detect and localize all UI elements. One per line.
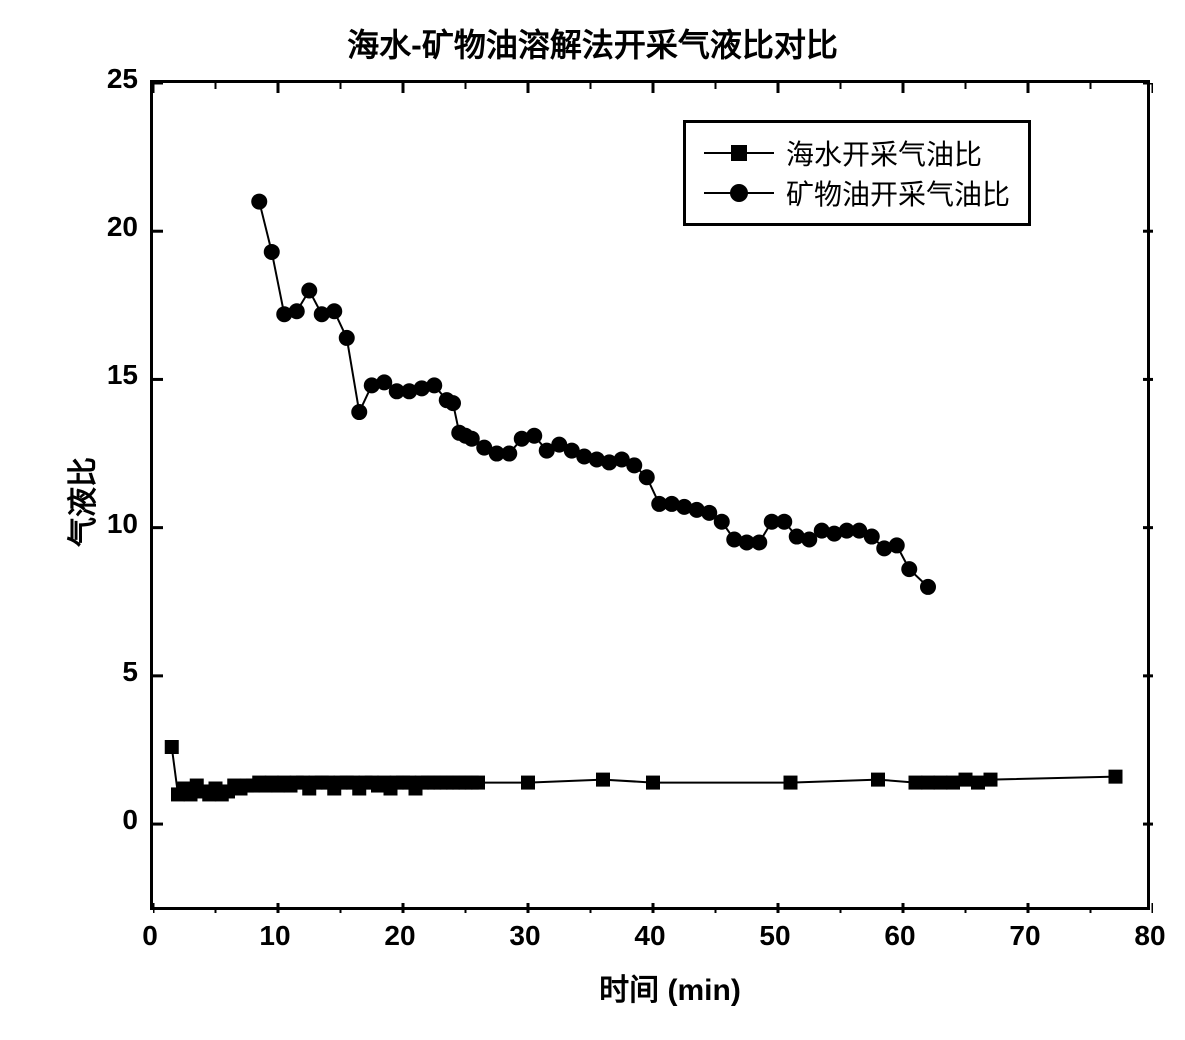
x-tick-label: 50	[745, 920, 805, 952]
x-axis-label: 时间 (min)	[570, 965, 770, 1009]
chart-title: 海水-矿物油溶解法开采气液比对比	[0, 20, 1185, 66]
legend-item: 海水开采气油比	[704, 133, 1010, 173]
x-tick-label: 30	[495, 920, 555, 952]
legend: 海水开采气油比矿物油开采气油比	[683, 120, 1031, 226]
legend-item: 矿物油开采气油比	[704, 173, 1010, 213]
circle-marker-icon	[730, 184, 748, 202]
square-marker-icon	[731, 145, 747, 161]
y-tick-label: 10	[78, 508, 138, 540]
y-tick-label: 5	[78, 656, 138, 688]
x-tick-label: 10	[245, 920, 305, 952]
x-tick-label: 80	[1120, 920, 1180, 952]
x-tick-label: 70	[995, 920, 1055, 952]
figure: 海水-矿物油溶解法开采气液比对比 海水开采气油比矿物油开采气油比 气液比 时间 …	[0, 0, 1185, 1040]
x-tick-label: 20	[370, 920, 430, 952]
y-tick-label: 25	[78, 63, 138, 95]
legend-label: 矿物油开采气油比	[786, 173, 1010, 213]
y-tick-label: 0	[78, 804, 138, 836]
x-tick-label: 0	[120, 920, 180, 952]
y-tick-label: 15	[78, 359, 138, 391]
y-tick-label: 20	[78, 211, 138, 243]
plot-area: 海水开采气油比矿物油开采气油比	[150, 80, 1150, 910]
x-tick-label: 60	[870, 920, 930, 952]
legend-label: 海水开采气油比	[786, 133, 982, 173]
x-tick-label: 40	[620, 920, 680, 952]
